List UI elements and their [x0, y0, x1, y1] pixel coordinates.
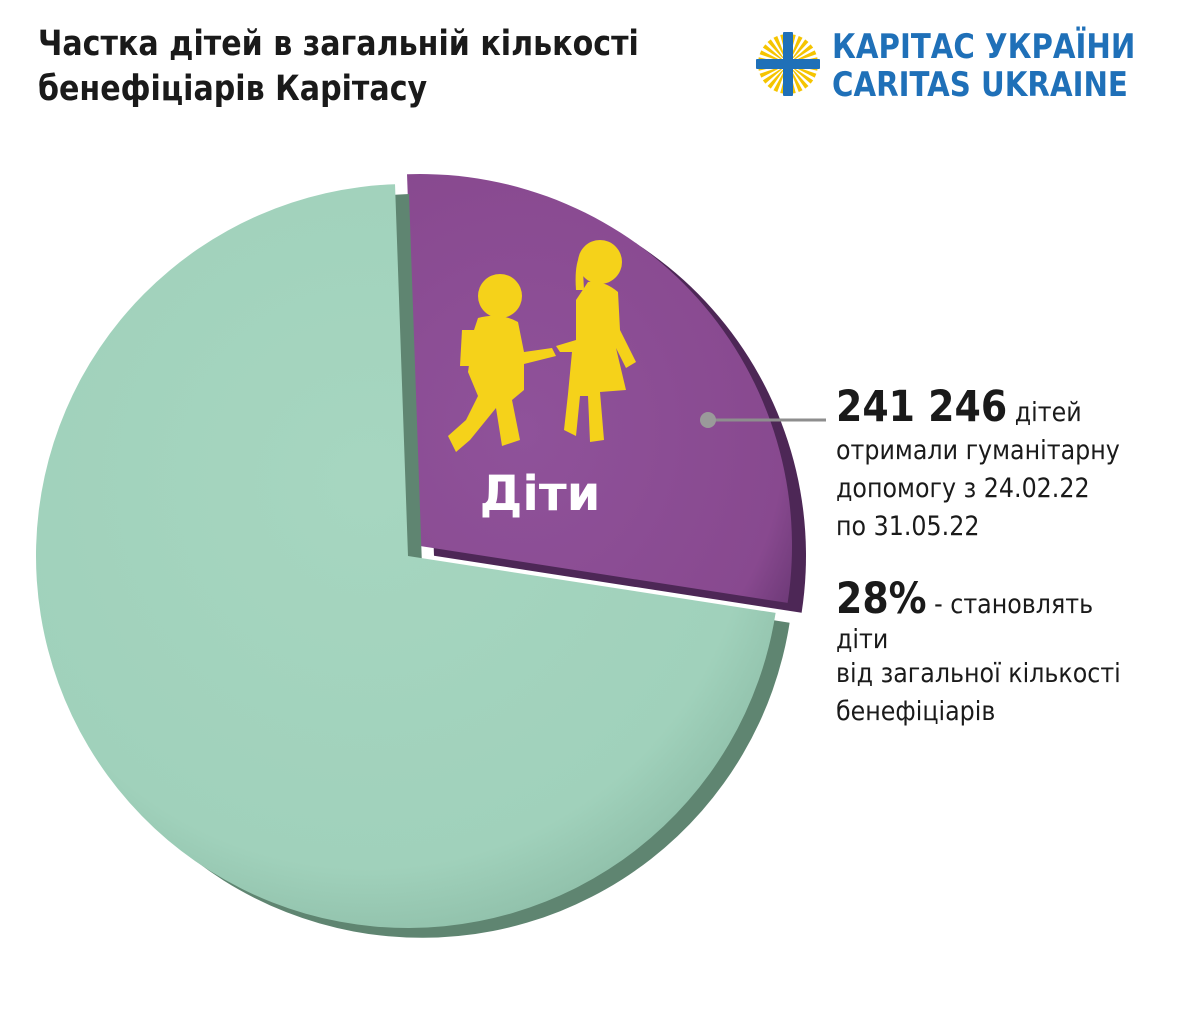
- annotation-percent-line-1: від загальної кількості: [836, 658, 1121, 689]
- annotation-count: 241 246 дітей отримали гуманітарну допом…: [836, 382, 1196, 546]
- caritas-logo: КАРІТАС УКРАЇНИ CARITAS UKRAINE: [752, 26, 1182, 106]
- children-percent-value: 28%: [836, 574, 927, 624]
- children-count-value: 241 246: [836, 382, 1008, 432]
- caritas-cross-icon: [756, 32, 820, 96]
- callout-dot: [700, 412, 716, 428]
- annotation-percent: 28% - становлять діти від загальної кіль…: [836, 574, 1196, 731]
- annotation-line-1: отримали гуманітарну: [836, 435, 1120, 466]
- pie-slice-other: [36, 184, 776, 928]
- children-walking-icon: [448, 240, 636, 452]
- slice-label-children: Діти: [480, 466, 601, 522]
- children-percent-suffix: - становлять діти: [836, 589, 1094, 655]
- chart-title: Частка дітей в загальній кількості бенеф…: [38, 22, 640, 112]
- chart-title-line-2: бенефіціарів Карітасу: [38, 69, 428, 109]
- children-count-suffix: дітей: [1007, 397, 1082, 428]
- logo-line-ukrainian: КАРІТАС УКРАЇНИ: [832, 27, 1136, 67]
- annotation-line-3: по 31.05.22: [836, 511, 980, 542]
- logo-line-english: CARITAS UKRAINE: [832, 65, 1128, 105]
- annotation-line-2: допомогу з 24.02.22: [836, 473, 1090, 504]
- annotation-percent-line-2: бенефіціарів: [836, 696, 996, 727]
- chart-title-line-1: Частка дітей в загальній кількості: [38, 24, 639, 64]
